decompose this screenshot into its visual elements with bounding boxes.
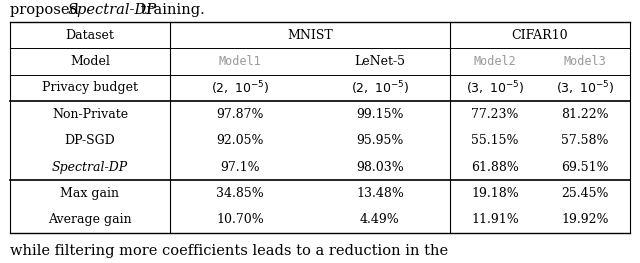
Text: 57.58%: 57.58% bbox=[561, 134, 609, 147]
Text: 19.92%: 19.92% bbox=[561, 213, 609, 226]
Text: Spectral-DP: Spectral-DP bbox=[68, 3, 157, 17]
Text: Average gain: Average gain bbox=[48, 213, 132, 226]
Text: Max gain: Max gain bbox=[61, 187, 120, 200]
Text: 98.03%: 98.03% bbox=[356, 161, 404, 174]
Text: 4.49%: 4.49% bbox=[360, 213, 400, 226]
Text: 81.22%: 81.22% bbox=[561, 108, 609, 121]
Text: 13.48%: 13.48% bbox=[356, 187, 404, 200]
Text: training.: training. bbox=[136, 3, 205, 17]
Text: $(2,\ 10^{-5})$: $(2,\ 10^{-5})$ bbox=[351, 79, 409, 97]
Text: 95.95%: 95.95% bbox=[356, 134, 404, 147]
Text: $(3,\ 10^{-5})$: $(3,\ 10^{-5})$ bbox=[466, 79, 524, 97]
Text: LeNet-5: LeNet-5 bbox=[355, 55, 406, 68]
Text: $(3,\ 10^{-5})$: $(3,\ 10^{-5})$ bbox=[556, 79, 614, 97]
Text: 19.18%: 19.18% bbox=[471, 187, 519, 200]
Text: 61.88%: 61.88% bbox=[471, 161, 519, 174]
Text: 97.87%: 97.87% bbox=[216, 108, 264, 121]
Text: 55.15%: 55.15% bbox=[471, 134, 519, 147]
Text: Non-Private: Non-Private bbox=[52, 108, 128, 121]
Text: 34.85%: 34.85% bbox=[216, 187, 264, 200]
Text: Privacy budget: Privacy budget bbox=[42, 82, 138, 94]
Text: MNIST: MNIST bbox=[287, 29, 333, 42]
Text: Spectral-DP: Spectral-DP bbox=[52, 161, 128, 174]
Text: Model: Model bbox=[70, 55, 110, 68]
Text: 97.1%: 97.1% bbox=[220, 161, 260, 174]
Text: Model2: Model2 bbox=[474, 55, 516, 68]
Text: 92.05%: 92.05% bbox=[216, 134, 264, 147]
Text: while filtering more coefficients leads to a reduction in the: while filtering more coefficients leads … bbox=[10, 244, 448, 258]
Text: 10.70%: 10.70% bbox=[216, 213, 264, 226]
Text: 99.15%: 99.15% bbox=[356, 108, 404, 121]
Text: Model1: Model1 bbox=[219, 55, 261, 68]
Text: 11.91%: 11.91% bbox=[471, 213, 519, 226]
Text: 69.51%: 69.51% bbox=[561, 161, 609, 174]
Text: Dataset: Dataset bbox=[65, 29, 115, 42]
Text: $(2,\ 10^{-5})$: $(2,\ 10^{-5})$ bbox=[211, 79, 269, 97]
Text: Model3: Model3 bbox=[564, 55, 606, 68]
Text: proposed: proposed bbox=[10, 3, 83, 17]
Text: 25.45%: 25.45% bbox=[561, 187, 609, 200]
Text: CIFAR10: CIFAR10 bbox=[512, 29, 568, 42]
Text: 77.23%: 77.23% bbox=[471, 108, 519, 121]
Text: DP-SGD: DP-SGD bbox=[65, 134, 115, 147]
